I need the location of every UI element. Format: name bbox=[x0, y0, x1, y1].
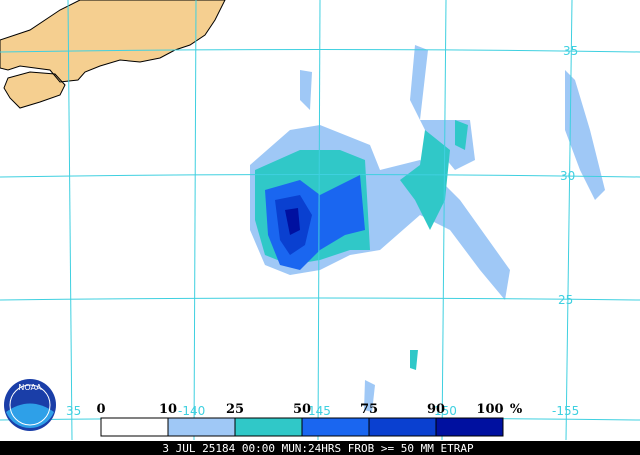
legend-label: 75 bbox=[360, 402, 378, 417]
longitude-label: 150 bbox=[434, 404, 457, 418]
longitude-label: 145 bbox=[308, 404, 331, 418]
longitude-label: -155 bbox=[552, 404, 579, 418]
legend: 0 10 25 50 75 90 100 % bbox=[96, 402, 523, 437]
legend-label: 50 bbox=[293, 402, 311, 417]
legend-label: 10 bbox=[159, 402, 177, 417]
land bbox=[0, 0, 226, 109]
latitude-label: 30 bbox=[560, 169, 575, 183]
latitude-label: 35 bbox=[563, 44, 578, 58]
footer-bar bbox=[0, 441, 640, 455]
legend-label: 0 bbox=[96, 402, 105, 417]
logo-text: NOAA bbox=[18, 383, 42, 392]
footer-text: 3 JUL 25184 00:00 MUN:24HRS FROB >= 50 M… bbox=[162, 442, 474, 455]
legend-unit: % bbox=[510, 402, 523, 417]
graticule bbox=[0, 0, 640, 441]
noaa-logo: NOAA bbox=[4, 379, 56, 431]
legend-label: 100 bbox=[476, 402, 503, 417]
legend-label: 25 bbox=[226, 402, 244, 417]
latitude-label: 25 bbox=[558, 293, 573, 307]
legend-label: 90 bbox=[427, 402, 445, 417]
longitude-label: -140 bbox=[178, 404, 205, 418]
longitude-label: 35 bbox=[66, 404, 81, 418]
rain-probability bbox=[250, 45, 605, 412]
